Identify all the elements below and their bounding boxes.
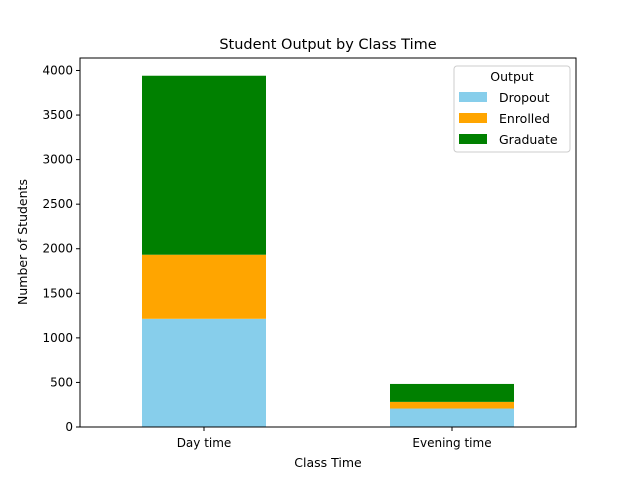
y-tick-label: 1500 [42,286,73,300]
bar-dropout-evening-time [390,408,514,427]
y-tick-label: 0 [65,420,73,434]
x-tick-label: Day time [177,436,232,450]
bar-enrolled-evening-time [390,401,514,409]
legend-box [453,65,571,153]
legend-swatch-graduate [459,134,487,144]
bars-layer [142,75,514,427]
bar-dropout-day-time [142,318,266,427]
y-tick-label: 1000 [42,331,73,345]
bar-graduate-day-time [142,75,266,255]
chart-title: Student Output by Class Time [219,37,436,53]
legend: Output Dropout Enrolled Graduate [453,65,571,153]
bar-enrolled-day-time [142,254,266,319]
x-axis-label: Class Time [294,455,362,470]
legend-title: Output [490,69,534,84]
legend-label-enrolled: Enrolled [499,111,550,126]
y-tick-label: 500 [50,375,73,389]
y-tick-label: 3500 [42,108,73,122]
y-axis-label: Number of Students [15,179,30,305]
legend-label-graduate: Graduate [499,132,558,147]
x-tick-label: Evening time [412,436,491,450]
y-tick-label: 4000 [42,63,73,77]
y-tick-label: 2000 [42,242,73,256]
y-tick-label: 3000 [42,153,73,167]
axes-layer: Day time Evening time 0 500 1000 1500 2000 2500… [42,57,577,450]
legend-swatch-dropout [459,92,487,102]
plot-frame [79,57,577,428]
bar-graduate-evening-time [390,383,514,402]
legend-swatch-enrolled [459,113,487,123]
legend-label-dropout: Dropout [499,90,550,105]
y-tick-label: 2500 [42,197,73,211]
